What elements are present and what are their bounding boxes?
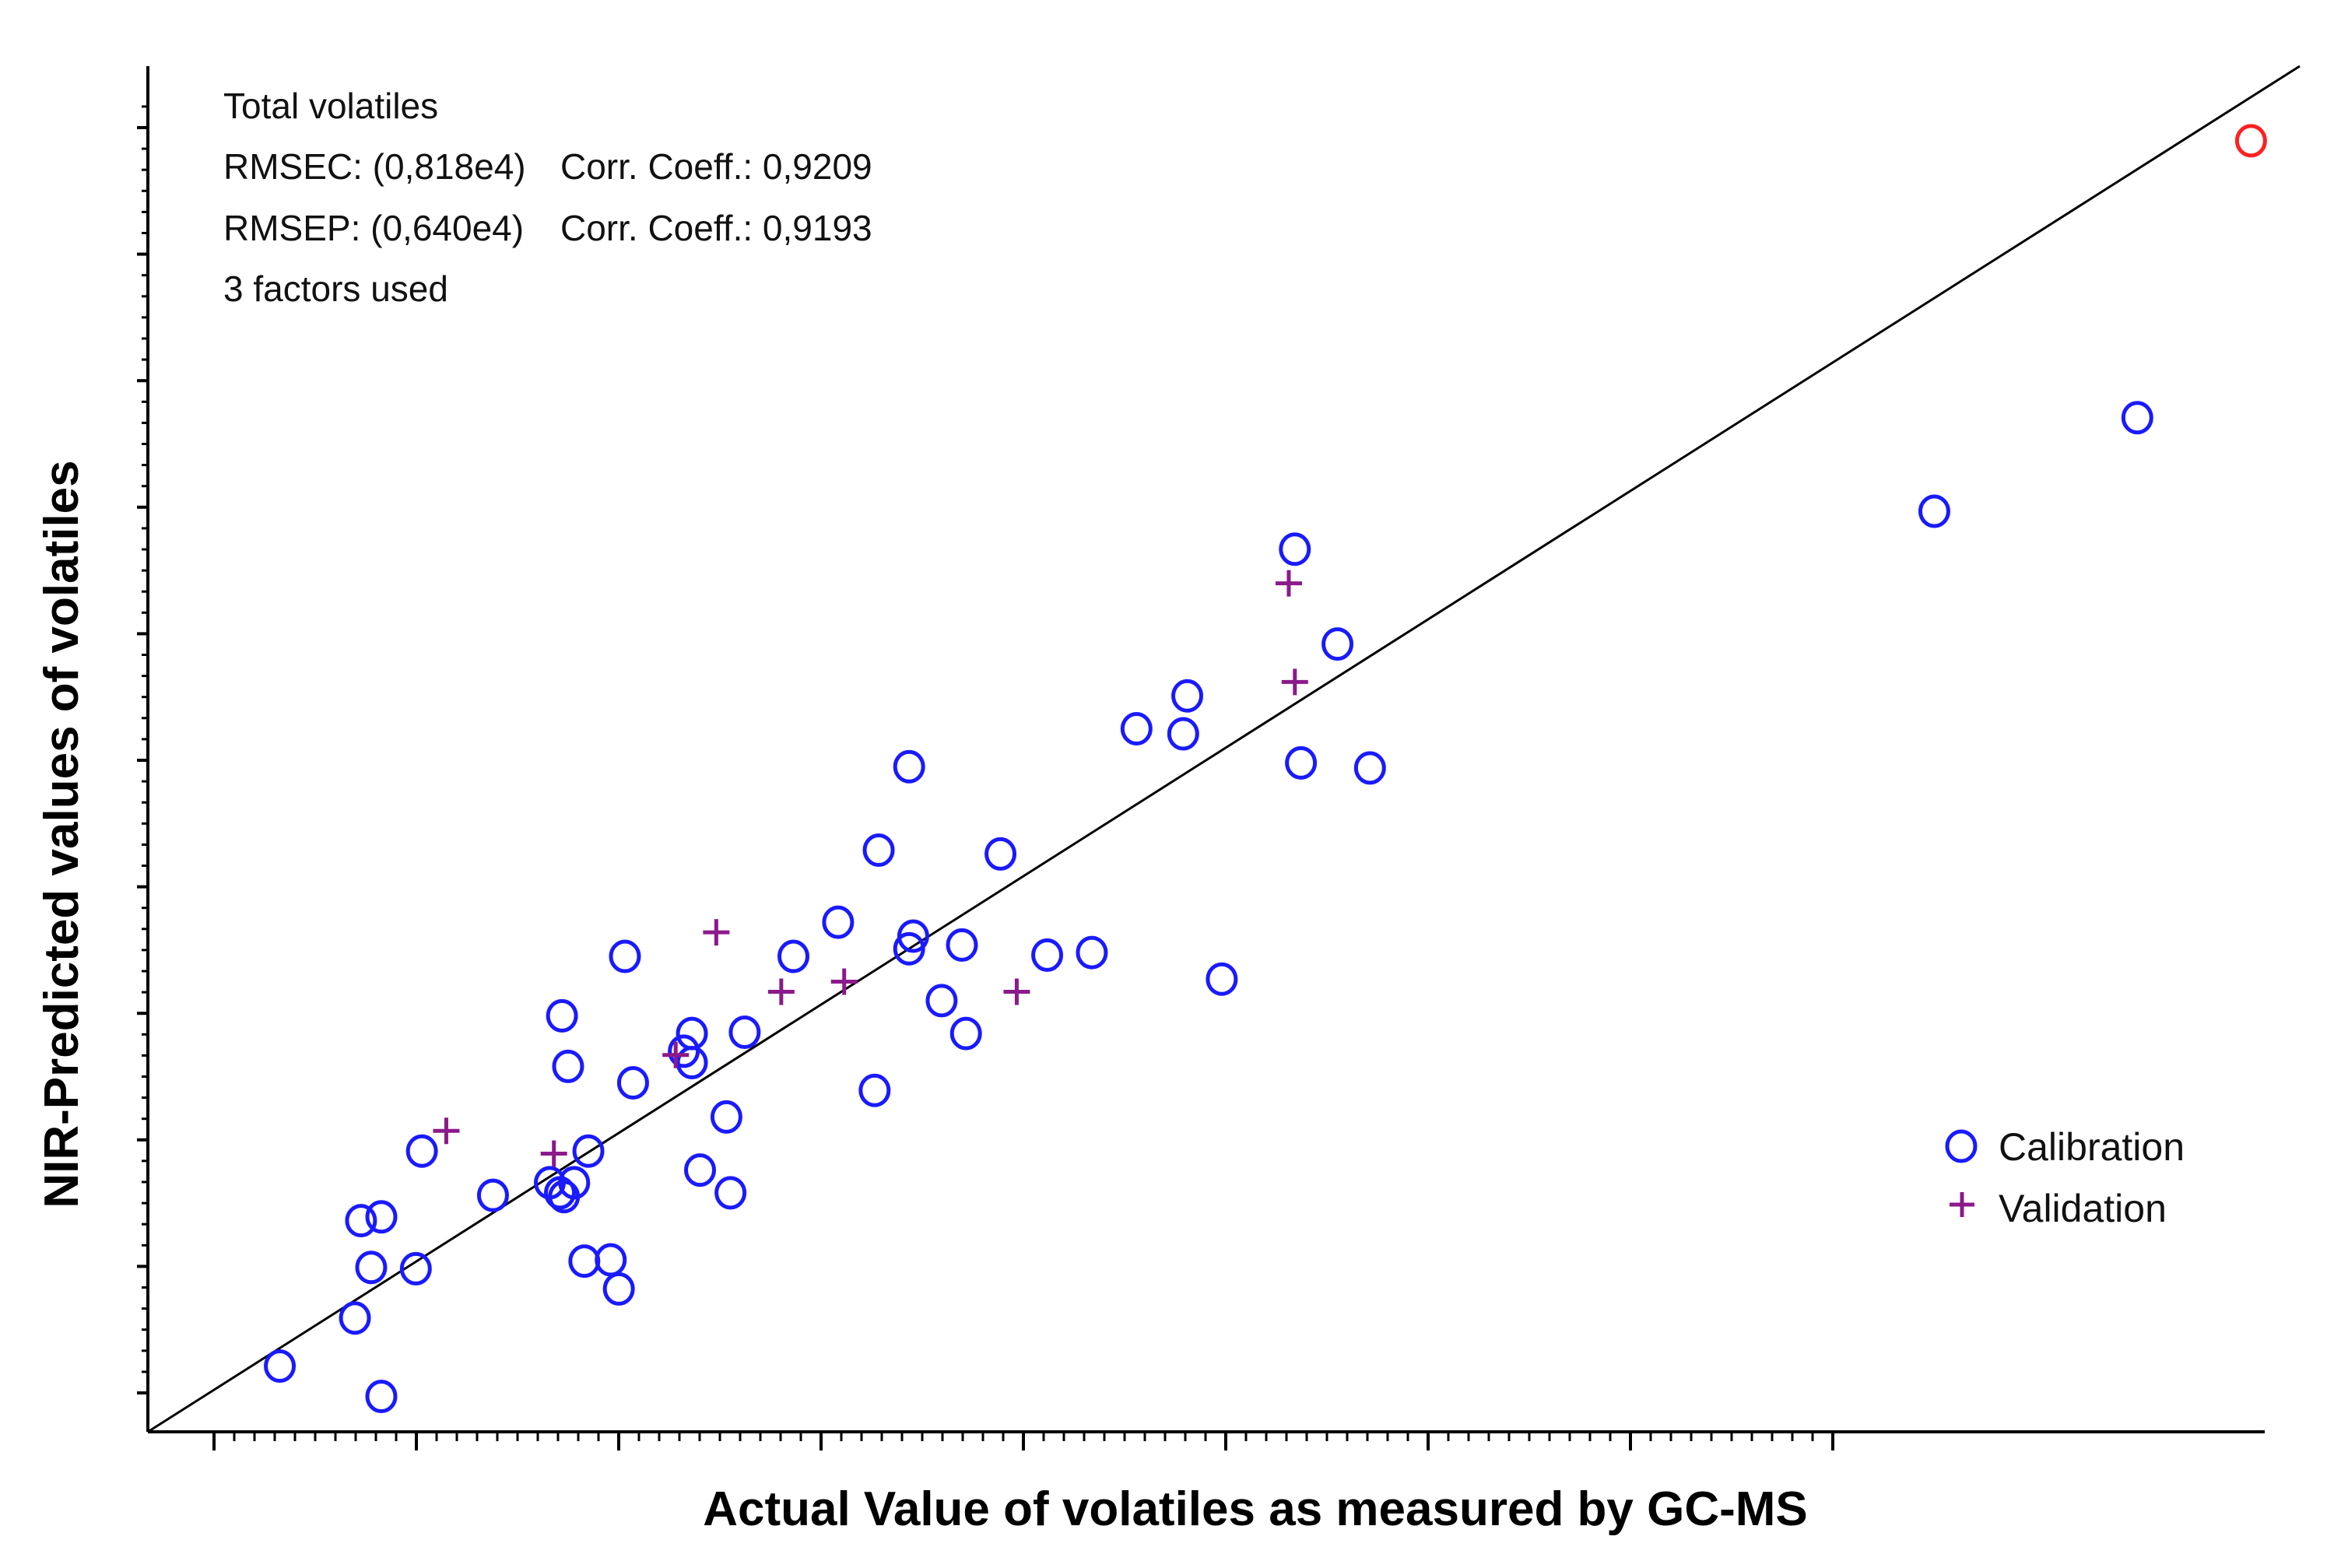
calibration-point bbox=[1076, 935, 1108, 970]
y-axis-ticks bbox=[137, 105, 148, 1394]
calibration-point bbox=[1285, 745, 1318, 780]
annotation-factors: 3 factors used bbox=[223, 268, 448, 309]
statistics-annotation: Total volatiles RMSEC: (0,818e4) Corr. C… bbox=[223, 86, 872, 309]
x-axis-title: Actual Value of volatiles as measured by… bbox=[703, 1482, 1808, 1536]
calibration-point bbox=[602, 1272, 635, 1306]
calibration-point bbox=[1206, 962, 1238, 996]
calibration-point bbox=[925, 984, 958, 1018]
legend-validation-label: Validation bbox=[1999, 1187, 2167, 1230]
calibration-point bbox=[264, 1349, 297, 1383]
regression-line bbox=[147, 65, 2301, 1433]
calibration-point bbox=[552, 1049, 584, 1083]
y-axis-title: NIR-Predicted values of volatiles bbox=[35, 460, 89, 1208]
calibration-point bbox=[616, 1066, 649, 1100]
calibration-point bbox=[897, 919, 929, 953]
calibration-point bbox=[984, 837, 1017, 871]
validation-point bbox=[703, 919, 730, 946]
calibration-point bbox=[399, 1251, 432, 1286]
calibration-point bbox=[365, 1380, 398, 1413]
calibration-point bbox=[609, 939, 641, 973]
calibration-point bbox=[339, 1301, 371, 1335]
calibration-point bbox=[1171, 679, 1204, 713]
annotation-rmsep: RMSEP: (0,640e4) bbox=[223, 208, 524, 248]
validation-point bbox=[1281, 668, 1308, 696]
calibration-point bbox=[572, 1134, 605, 1168]
annotation-rmsec: RMSEC: (0,818e4) bbox=[223, 146, 526, 187]
annotation-rmsec-corr: Corr. Coeff.: 0,9209 bbox=[560, 146, 872, 187]
calibration-point bbox=[546, 998, 578, 1033]
calibration-point bbox=[1167, 717, 1199, 751]
annotation-rmsep-corr: Corr. Coeff.: 0,9193 bbox=[560, 208, 872, 248]
calibration-point bbox=[1918, 494, 1950, 528]
validation-point bbox=[540, 1140, 567, 1167]
validation-point bbox=[830, 968, 858, 995]
calibration-point bbox=[684, 1153, 717, 1187]
calibration-point bbox=[1279, 532, 1311, 567]
calibration-point bbox=[728, 1016, 761, 1049]
calibration-point bbox=[858, 1073, 891, 1107]
axes bbox=[137, 66, 2265, 1450]
calibration-point bbox=[1353, 751, 1386, 785]
calibration-point bbox=[558, 1166, 591, 1200]
calibration-point bbox=[568, 1244, 601, 1279]
calibration-point bbox=[676, 1016, 708, 1051]
calibration-point bbox=[946, 928, 978, 962]
calibration-point bbox=[2121, 401, 2153, 435]
calibration-point bbox=[1120, 712, 1153, 745]
data-points bbox=[264, 124, 2267, 1413]
legend-validation-marker bbox=[1950, 1192, 1974, 1217]
calibration-point bbox=[1031, 938, 1064, 972]
validation-point bbox=[767, 978, 795, 1005]
annotation-dataset: Total volatiles bbox=[223, 86, 438, 126]
validation-point bbox=[662, 1041, 690, 1068]
legend-calibration-marker bbox=[1945, 1129, 1978, 1163]
legend-calibration-label: Calibration bbox=[1999, 1125, 2185, 1169]
calibration-point bbox=[893, 749, 925, 784]
calibration-point bbox=[676, 1046, 708, 1079]
highlighted-point bbox=[2234, 124, 2267, 158]
calibration-point bbox=[949, 1016, 982, 1051]
calibration-point bbox=[862, 833, 895, 867]
calibration-point bbox=[345, 1204, 377, 1238]
legend: Calibration Validation bbox=[1945, 1125, 2185, 1230]
calibration-point bbox=[710, 1100, 742, 1134]
calibration-point bbox=[365, 1200, 398, 1234]
calibration-point bbox=[822, 905, 855, 939]
calibration-point bbox=[777, 939, 809, 973]
validation-point bbox=[1275, 570, 1302, 597]
calibration-point bbox=[476, 1178, 509, 1212]
calibration-point bbox=[714, 1176, 747, 1210]
validation-point bbox=[1003, 978, 1030, 1005]
calibration-point bbox=[595, 1243, 627, 1277]
validation-point bbox=[433, 1117, 460, 1145]
calibration-point bbox=[405, 1134, 438, 1168]
calibration-point bbox=[355, 1251, 388, 1285]
calibration-point bbox=[1321, 627, 1354, 661]
x-axis-ticks bbox=[212, 1432, 1834, 1450]
